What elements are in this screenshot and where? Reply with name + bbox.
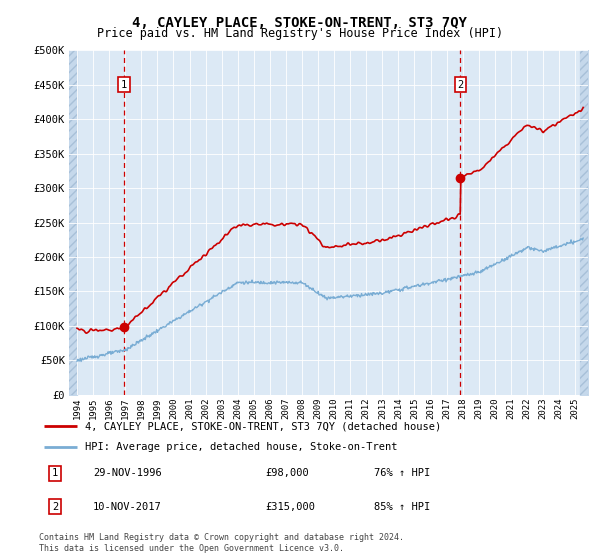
Text: Contains HM Land Registry data © Crown copyright and database right 2024.
This d: Contains HM Land Registry data © Crown c… <box>39 533 404 553</box>
Text: 29-NOV-1996: 29-NOV-1996 <box>93 468 162 478</box>
Text: HPI: Average price, detached house, Stoke-on-Trent: HPI: Average price, detached house, Stok… <box>85 442 397 452</box>
Text: 2: 2 <box>457 80 464 90</box>
Text: 85% ↑ HPI: 85% ↑ HPI <box>374 502 430 512</box>
Text: 76% ↑ HPI: 76% ↑ HPI <box>374 468 430 478</box>
Text: 1: 1 <box>52 468 58 478</box>
Text: 4, CAYLEY PLACE, STOKE-ON-TRENT, ST3 7QY (detached house): 4, CAYLEY PLACE, STOKE-ON-TRENT, ST3 7QY… <box>85 421 441 431</box>
Text: £98,000: £98,000 <box>266 468 310 478</box>
Text: 10-NOV-2017: 10-NOV-2017 <box>93 502 162 512</box>
Text: 1: 1 <box>121 80 127 90</box>
Text: 2: 2 <box>52 502 58 512</box>
Text: £315,000: £315,000 <box>266 502 316 512</box>
Text: 4, CAYLEY PLACE, STOKE-ON-TRENT, ST3 7QY: 4, CAYLEY PLACE, STOKE-ON-TRENT, ST3 7QY <box>133 16 467 30</box>
Text: Price paid vs. HM Land Registry's House Price Index (HPI): Price paid vs. HM Land Registry's House … <box>97 27 503 40</box>
